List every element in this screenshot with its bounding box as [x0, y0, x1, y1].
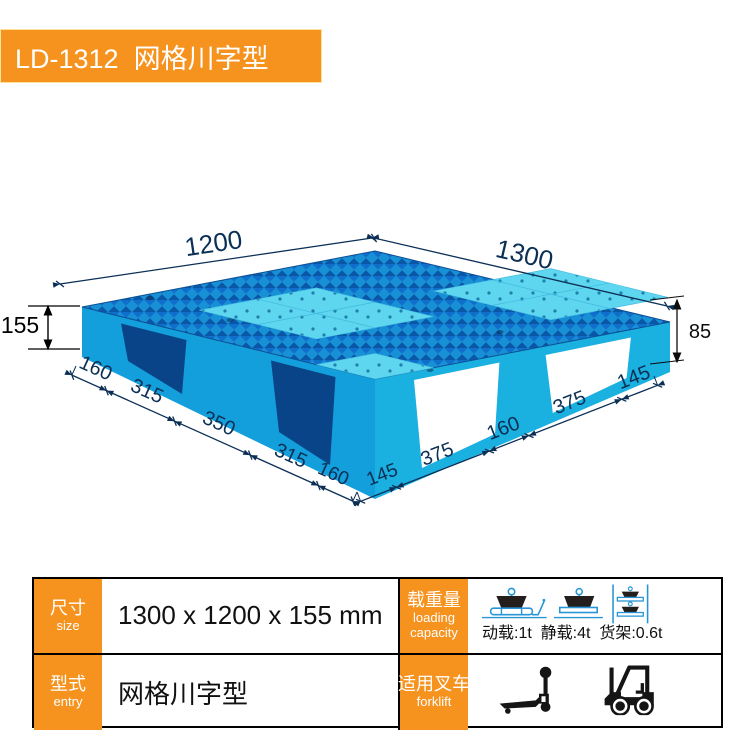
- svg-text:1300: 1300: [493, 233, 556, 275]
- svg-text:1200: 1200: [183, 224, 245, 262]
- svg-text:85: 85: [689, 321, 711, 343]
- svg-text:155: 155: [1, 312, 39, 338]
